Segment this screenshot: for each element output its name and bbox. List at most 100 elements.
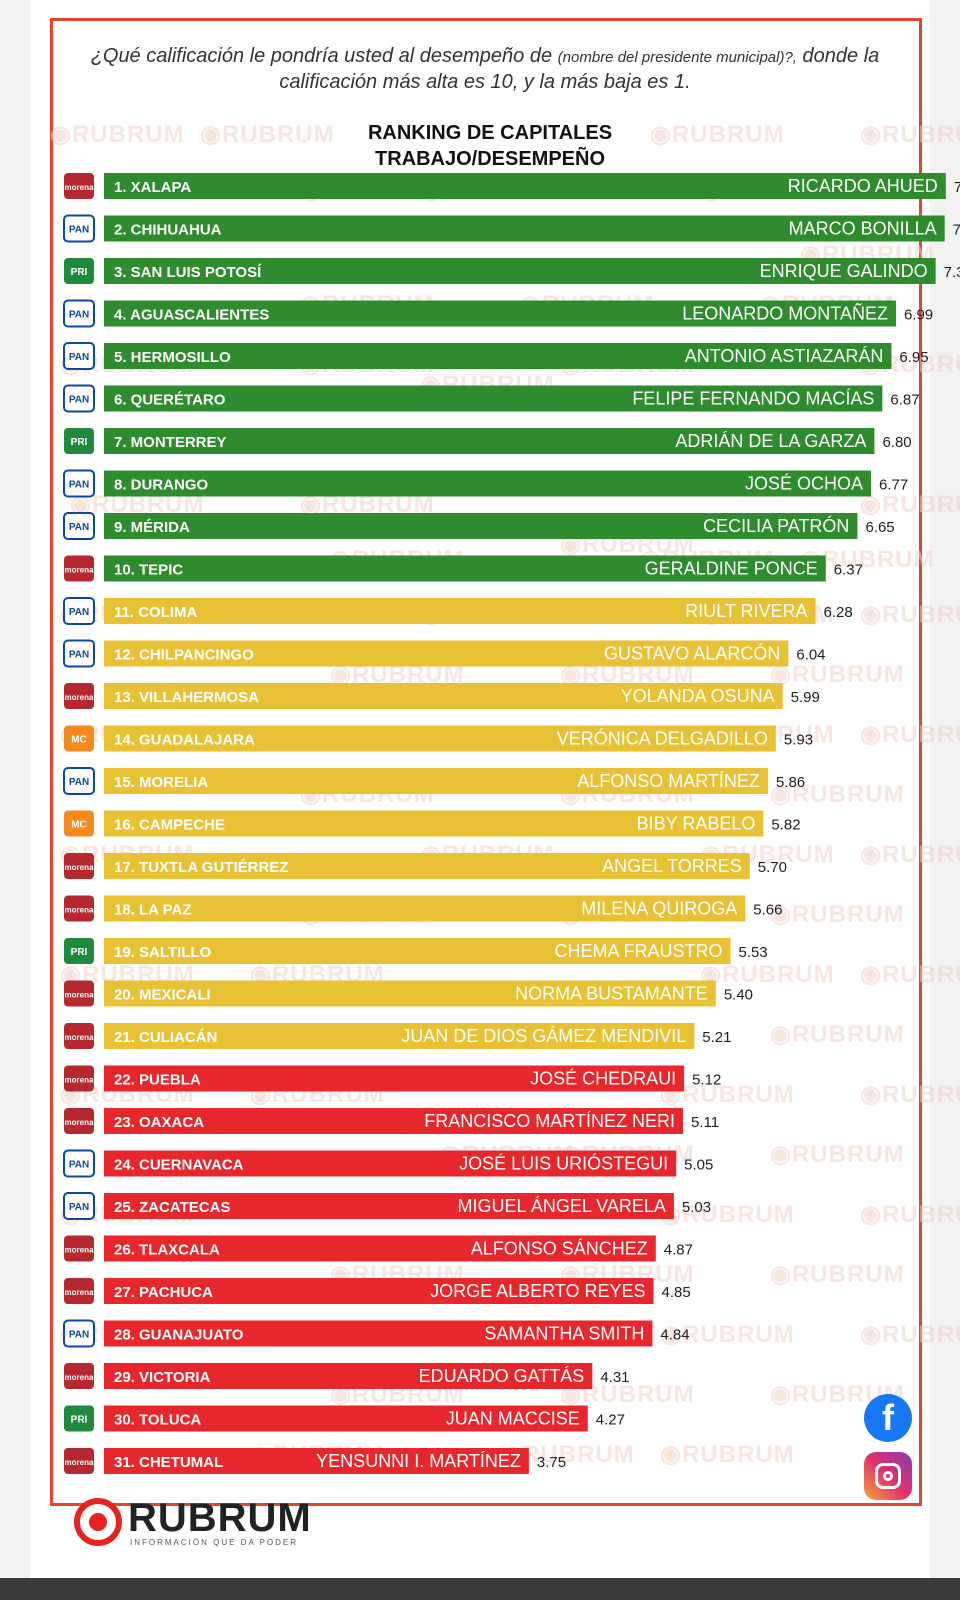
bar [104, 173, 946, 199]
bar [104, 683, 783, 709]
city-label: 30. TOLUCA [114, 1412, 201, 1429]
bar [104, 1193, 674, 1219]
city-label: 29. VICTORIA [114, 1369, 211, 1386]
party-badge-morena [64, 683, 94, 709]
watermark-text: ◉RUBRUM [200, 121, 335, 148]
bar [104, 513, 858, 539]
watermark-text: ◉RUBRUM [860, 961, 960, 988]
value-label: 5.21 [702, 1029, 731, 1046]
watermark-text: ◉RUBRUM [860, 1081, 960, 1108]
party-label: morena [65, 1246, 94, 1255]
bottom-bar [0, 1578, 960, 1600]
party-badge-morena [64, 1065, 94, 1092]
city-label: 28. GUANAJUATO [114, 1327, 244, 1344]
party-badge-pan [63, 299, 95, 328]
city-label: 4. AGUASCALIENTES [114, 307, 269, 324]
party-badge-mc [64, 725, 94, 752]
party-badge-morena [64, 173, 94, 199]
party-badge-morena [64, 895, 94, 922]
watermark-text: ◉RUBRUM [660, 1441, 795, 1468]
watermark-text: ◉RUBRUM [660, 1321, 795, 1348]
watermark-text: ◉RUBRUM [660, 1201, 795, 1228]
mayor-name: NORMA BUSTAMANTE [515, 984, 708, 1004]
city-label: 25. ZACATECAS [114, 1199, 230, 1216]
value-label: 5.82 [771, 817, 800, 834]
party-label: morena [65, 991, 94, 1000]
bar [104, 980, 716, 1007]
party-badge-morena [64, 980, 94, 1007]
mayor-name: JUAN DE DIOS GÁMEZ MENDIVIL [401, 1026, 686, 1046]
party-label: morena [65, 566, 94, 575]
mayor-name: JOSÉ CHEDRAUI [530, 1069, 676, 1089]
value-label: 6.37 [834, 562, 863, 579]
city-label: 16. CAMPECHE [114, 817, 225, 834]
party-label: PAN [69, 650, 89, 661]
bar [104, 1320, 653, 1347]
value-label: 6.87 [890, 392, 919, 409]
mayor-name: LEONARDO MONTAÑEZ [682, 303, 888, 324]
value-label: 4.31 [600, 1369, 629, 1386]
party-label: PAN [69, 352, 89, 363]
bar [104, 640, 789, 667]
bar [104, 258, 936, 284]
chart-title: RANKING DE CAPITALES TRABAJO/DESEMPEÑO [367, 122, 613, 170]
watermark-text: ◉RUBRUM [860, 1201, 960, 1228]
value-label: 6.80 [882, 434, 911, 451]
watermark-text: ◉RUBRUM [700, 961, 835, 988]
logo-wordmark: RUBRUM [128, 1496, 312, 1540]
party-badge-pan [63, 469, 95, 498]
party-label: PRI [71, 1415, 88, 1426]
party-label: morena [65, 1076, 94, 1085]
bar [104, 1150, 677, 1177]
watermark-text: ◉RUBRUM [860, 1321, 960, 1348]
bar [104, 810, 764, 837]
party-badge-morena [64, 853, 94, 879]
watermark-text: ◉RUBRUM [860, 721, 960, 748]
party-label: morena [65, 1288, 94, 1297]
party-badge-morena [64, 1448, 94, 1474]
watermark-text: ◉RUBRUM [860, 841, 960, 868]
watermark-text: ◉RUBRUM [650, 121, 785, 148]
party-badge-morena [64, 1363, 94, 1389]
party-label: morena [65, 906, 94, 915]
mayor-name: FRANCISCO MARTÍNEZ NERI [424, 1111, 675, 1131]
watermark-text: ◉RUBRUM [770, 1261, 905, 1288]
bar [104, 300, 896, 327]
facebook-icon[interactable]: f [864, 1394, 912, 1442]
party-badge-pan [63, 1192, 95, 1220]
party-label: PAN [69, 480, 89, 491]
value-label: 5.03 [682, 1199, 711, 1216]
party-badge-morena [64, 1023, 94, 1049]
party-label: PAN [69, 522, 89, 533]
party-label: PAN [69, 1160, 89, 1171]
party-badge-pan [63, 214, 95, 243]
value-label: 5.99 [791, 689, 820, 706]
mayor-name: MIGUEL ÁNGEL VARELA [457, 1196, 665, 1216]
mayor-name: YENSUNNI I. MARTÍNEZ [316, 1451, 521, 1471]
city-label: 11. COLIMA [114, 604, 198, 621]
instagram-icon[interactable] [864, 1452, 912, 1500]
city-label: 13. VILLAHERMOSA [114, 689, 259, 706]
value-label: 6.65 [865, 519, 894, 536]
bar [104, 1023, 695, 1049]
mayor-name: JOSÉ LUIS URIÓSTEGUI [459, 1153, 668, 1174]
city-label: 19. SALTILLO [114, 944, 212, 961]
party-label: morena [65, 183, 94, 192]
mayor-name: EDUARDO GATTÁS [419, 1366, 585, 1386]
city-label: 10. TEPIC [114, 562, 183, 579]
mayor-name: JUAN MACCISE [446, 1409, 580, 1429]
value-label: 7.42 [953, 222, 960, 239]
mayor-name: RIULT RIVERA [685, 601, 807, 621]
bar [104, 1278, 654, 1304]
city-label: 5. HERMOSILLO [114, 349, 231, 366]
orange-frame [50, 18, 922, 1506]
mayor-name: ANTONIO ASTIAZARÁN [685, 346, 884, 366]
party-badge-mc [64, 810, 94, 837]
party-label: PAN [69, 777, 89, 788]
bar [104, 1363, 593, 1389]
city-label: 12. CHILPANCINGO [114, 647, 254, 664]
party-badge-morena [64, 1278, 94, 1304]
city-label: 27. PACHUCA [114, 1284, 213, 1301]
value-label: 5.93 [784, 732, 813, 749]
